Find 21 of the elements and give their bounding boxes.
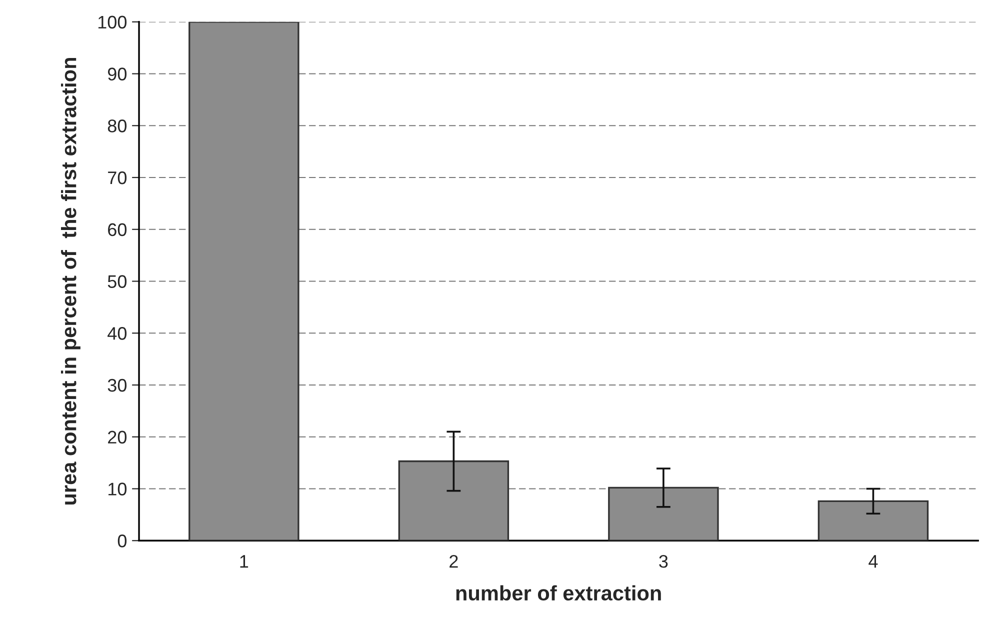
y-tick-label: 50 bbox=[108, 275, 127, 288]
bar bbox=[398, 460, 510, 541]
y-tick-label: 80 bbox=[108, 120, 127, 132]
bar bbox=[608, 486, 719, 541]
y-axis-title: urea content in percent of the first extraction bbox=[61, 58, 80, 505]
x-tick-label: 1 bbox=[240, 555, 248, 568]
x-tick-label: 3 bbox=[659, 554, 668, 568]
y-tick-label: 90 bbox=[108, 68, 127, 80]
x-axis-title: number of extraction bbox=[456, 585, 661, 601]
y-tick-label: 60 bbox=[108, 223, 127, 236]
y-tick-label: 30 bbox=[108, 378, 127, 392]
bar bbox=[188, 22, 300, 541]
x-tick-label: 2 bbox=[450, 554, 458, 568]
bar bbox=[818, 500, 929, 541]
y-tick-label: 0 bbox=[118, 534, 127, 548]
y-tick-label: 40 bbox=[108, 327, 127, 340]
y-tick-label: 20 bbox=[108, 430, 127, 444]
y-tick-label: 70 bbox=[108, 171, 127, 184]
y-tick-label: 10 bbox=[108, 482, 127, 496]
x-tick-label: 4 bbox=[868, 555, 878, 568]
y-tick-label: 100 bbox=[98, 16, 127, 29]
